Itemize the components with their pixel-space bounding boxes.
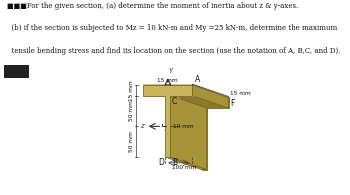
Text: 50 mm: 50 mm [129, 100, 134, 121]
Text: A: A [195, 75, 200, 84]
Text: 100 mm: 100 mm [172, 165, 197, 170]
Polygon shape [192, 85, 229, 108]
Text: 2: 2 [164, 127, 168, 132]
Text: z: z [140, 123, 143, 129]
Text: B: B [173, 158, 178, 167]
Polygon shape [4, 65, 29, 78]
Text: ■■■For the given section, (a) determine the moment of inertia about z & y-axes.: ■■■For the given section, (a) determine … [7, 2, 298, 10]
Text: 15 mm: 15 mm [129, 80, 134, 101]
Polygon shape [165, 157, 206, 170]
Text: Y: Y [168, 68, 173, 74]
Text: 15 mm: 15 mm [230, 91, 251, 96]
Text: F: F [230, 99, 235, 108]
Text: C: C [172, 98, 177, 106]
Polygon shape [143, 85, 192, 157]
Text: 15 mm: 15 mm [158, 78, 178, 83]
Text: D: D [158, 158, 164, 167]
Polygon shape [143, 85, 229, 98]
Text: (b) if the section is subjected to Mz = 10 kN-m and My =25 kN-m, determine the m: (b) if the section is subjected to Mz = … [7, 24, 337, 32]
Text: tensile bending stress and find its location on the section (use the notation of: tensile bending stress and find its loca… [7, 47, 340, 55]
Polygon shape [170, 96, 206, 170]
Text: 10 mm: 10 mm [173, 124, 194, 129]
Polygon shape [180, 98, 229, 170]
Text: 50 mm: 50 mm [129, 131, 134, 152]
